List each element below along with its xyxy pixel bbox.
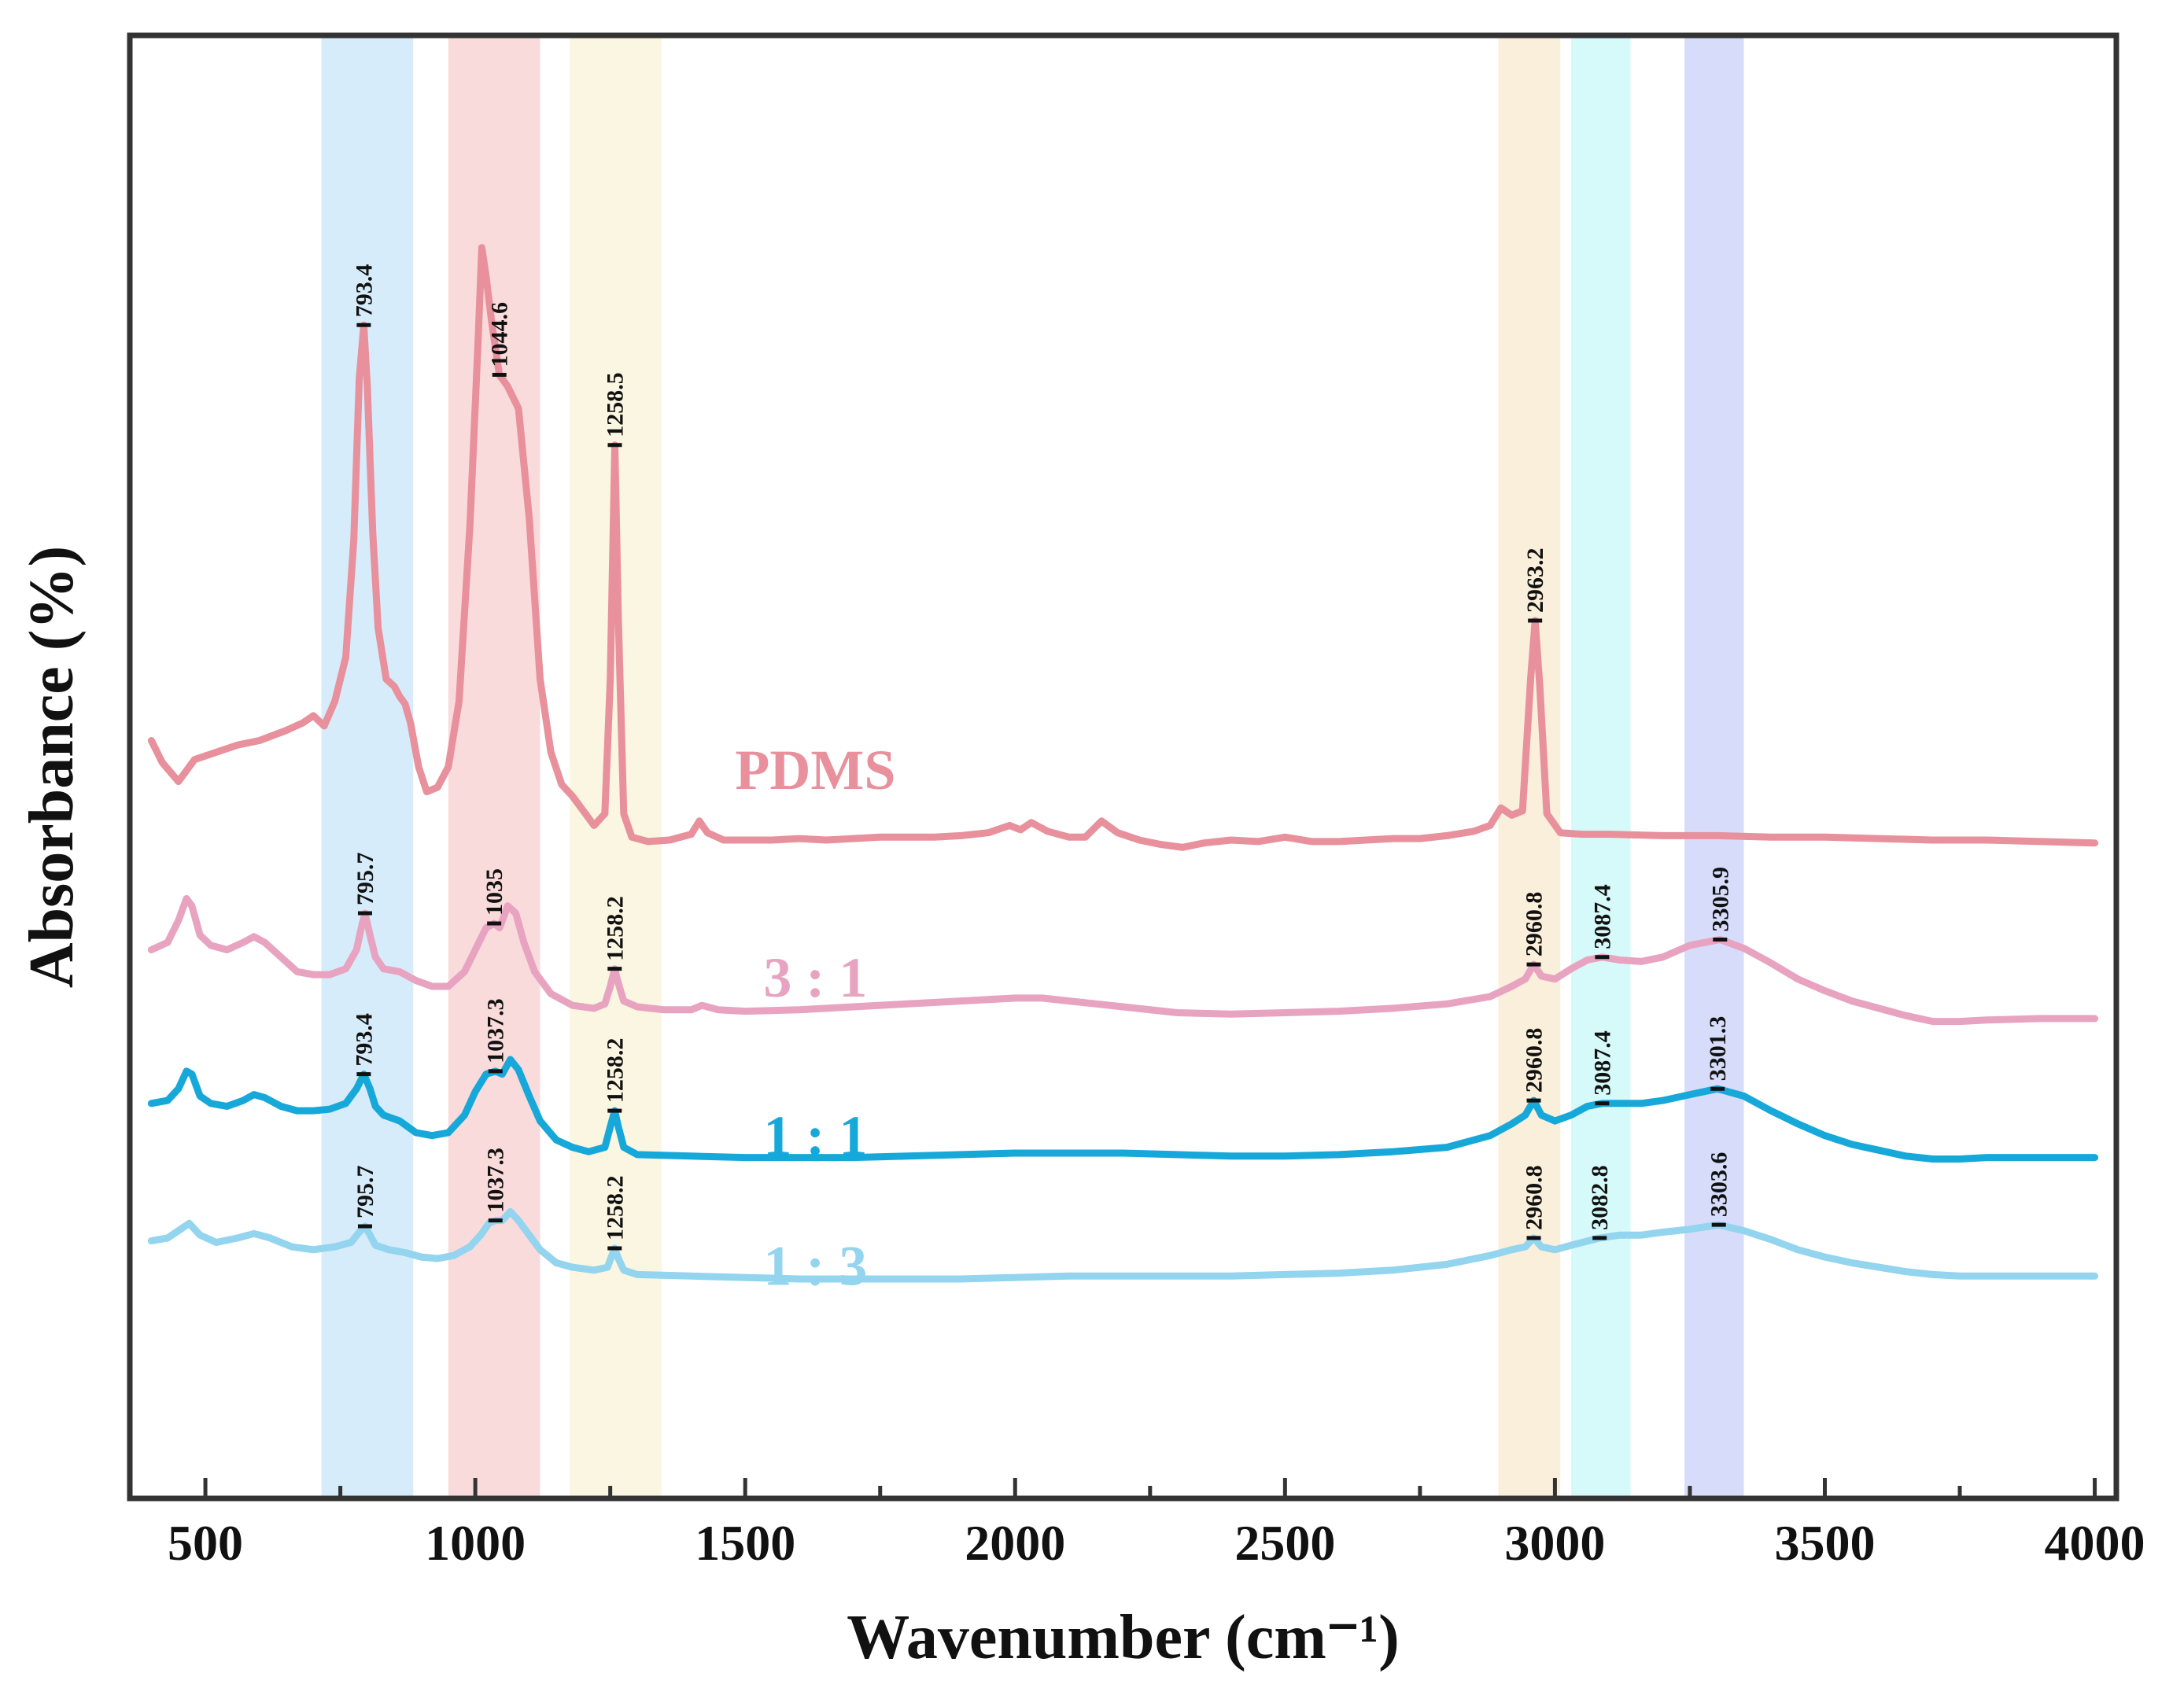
highlight-band-3 [570,35,662,1498]
peak-label-8: 2960.8 [1522,892,1548,957]
peak-label-17: 795.7 [352,1166,378,1219]
series-line-3 [147,1056,2099,1163]
highlight-bands [321,35,1744,1498]
x-tick-label-8: 4000 [2045,1515,2145,1571]
peak-label-18: 1037.3 [483,1148,509,1213]
x-tick-label-2: 1000 [425,1515,526,1571]
series-labels: PDMS 3 : 1 1 : 1 1 : 3 [735,739,895,1298]
x-tick-label-4: 2000 [965,1515,1065,1571]
peak-label-15: 3087.4 [1589,1030,1615,1096]
highlight-band-1 [321,35,414,1498]
peak-label-5: 795.7 [352,853,378,906]
peak-label-9: 3087.4 [1589,884,1615,949]
series-lines [147,244,2099,1283]
x-tick-label-5: 2500 [1234,1515,1335,1571]
peak-label-3: 1258.5 [602,372,628,437]
peak-label-14: 2960.8 [1522,1028,1548,1093]
peak-label-21: 3082.8 [1587,1165,1613,1230]
series-line-4 [147,1207,2099,1283]
x-axis-title: Wavenumber (cm⁻¹) [847,1603,1399,1672]
x-tick-label-7: 3500 [1774,1515,1875,1571]
peak-label-11: 793.4 [351,1013,377,1067]
peak-label-12: 1037.3 [483,998,509,1063]
x-tick-label-1: 500 [168,1515,243,1571]
peak-label-20: 2960.8 [1522,1165,1548,1230]
peak-label-22: 3303.6 [1706,1152,1732,1218]
highlight-band-6 [1684,35,1744,1498]
series-label-4: 1 : 3 [763,1234,867,1297]
peak-label-13: 1258.2 [602,1038,628,1104]
series-label-1: PDMS [735,739,895,802]
peak-label-7: 1258.2 [602,896,628,961]
plot-frame [127,32,2119,1502]
highlight-band-2 [448,35,540,1498]
peak-label-16: 3301.3 [1705,1016,1731,1082]
peak-label-10: 3305.9 [1707,867,1733,932]
peak-markers: 793.4 1044.6 1258.5 2963.2 795.7 1035 1258.2 29… [351,264,1733,1251]
peak-label-19: 1258.2 [602,1175,628,1240]
peak-label-4: 2963.2 [1522,548,1548,614]
series-label-3: 1 : 1 [763,1104,867,1167]
series-label-2: 3 : 1 [763,946,867,1009]
x-tick-label-3: 1500 [695,1515,795,1571]
series-line-2 [147,894,2099,1026]
peak-label-2: 1044.6 [487,302,513,367]
x-axis-ticks: 500 1000 1500 2000 2500 3000 3500 4000 [168,1478,2145,1571]
peak-label-6: 1035 [481,868,507,916]
x-tick-label-6: 3000 [1504,1515,1605,1571]
peak-label-1: 793.4 [351,264,377,318]
series-line-1 [147,244,2099,851]
highlight-band-4 [1498,35,1561,1498]
y-axis-title: Absorbance (%) [17,546,87,988]
highlight-band-5 [1570,35,1631,1498]
